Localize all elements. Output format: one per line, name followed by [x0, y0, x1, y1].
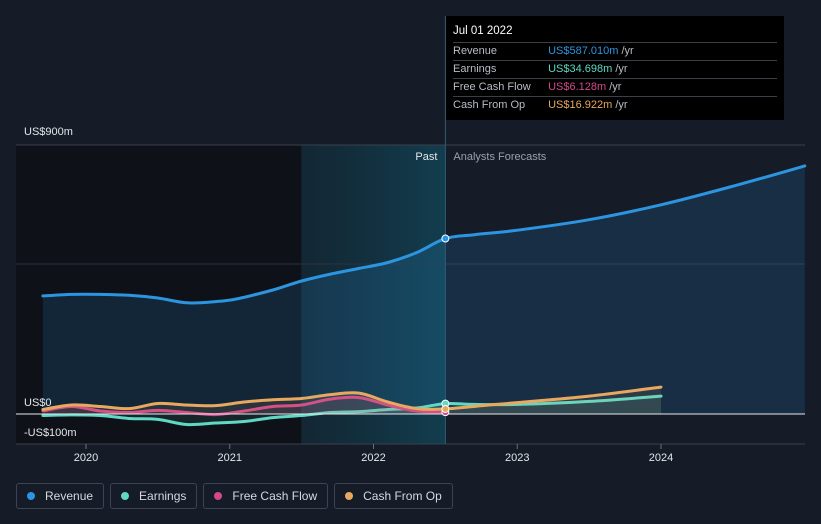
- x-tick-label: 2021: [218, 452, 242, 464]
- legend-dot-icon: [345, 492, 354, 500]
- legend: Revenue Earnings Free Cash Flow Cash Fro…: [16, 483, 453, 511]
- legend-dot-icon: [27, 492, 35, 500]
- legend-item-free-cash-flow[interactable]: Free Cash Flow: [203, 483, 329, 509]
- free-cash-flow-line: [41, 395, 447, 417]
- revenue-line: [41, 164, 807, 305]
- cash-from-op-marker: [441, 404, 450, 413]
- tooltip-unit: /yr: [615, 63, 628, 75]
- tooltip-unit: /yr: [609, 81, 622, 93]
- revenue-marker: [441, 234, 450, 243]
- tooltip-unit: /yr: [621, 45, 634, 57]
- legend-label: Cash From Op: [363, 489, 442, 503]
- legend-label: Free Cash Flow: [232, 489, 318, 503]
- tooltip-row-revenue: Revenue US$587.010m /yr: [453, 42, 777, 60]
- tooltip-label: Earnings: [453, 63, 497, 75]
- tooltip: Jul 01 2022 Revenue US$587.010m /yr Earn…: [446, 16, 784, 120]
- earnings-area: [42, 396, 661, 425]
- legend-label: Revenue: [45, 489, 94, 503]
- tooltip-date: Jul 01 2022: [453, 25, 513, 37]
- tooltip-label: Cash From Op: [453, 99, 526, 111]
- cash-from-op-line: [41, 385, 663, 411]
- tooltip-value: US$34.698m: [548, 63, 613, 75]
- legend-dot-icon: [121, 492, 130, 500]
- tooltip-value: US$587.010m: [548, 45, 619, 57]
- legend-item-revenue[interactable]: Revenue: [16, 483, 105, 509]
- forecast-label: Analysts Forecasts: [453, 151, 546, 163]
- past-label: Past: [415, 151, 437, 163]
- tooltip-value: US$16.922m: [548, 99, 613, 111]
- x-tick-label: 2022: [361, 452, 385, 464]
- legend-label: Earnings: [139, 489, 187, 503]
- tooltip-label: Free Cash Flow: [453, 81, 531, 93]
- revenue-area: [42, 165, 805, 414]
- tooltip-unit: /yr: [615, 99, 628, 111]
- x-tick-label: 2024: [649, 452, 673, 464]
- x-tick-label: 2020: [74, 452, 98, 464]
- legend-dot-icon: [214, 492, 223, 500]
- y-label-bottom: -US$100m: [24, 427, 77, 439]
- y-label-top: US$900m: [24, 126, 73, 138]
- earnings-line: [41, 394, 663, 427]
- cash-from-op-area: [42, 387, 661, 414]
- x-tick-label: 2023: [505, 452, 529, 464]
- free-cash-flow-area: [42, 397, 446, 415]
- tooltip-row-cash-from-op: Cash From Op US$16.922m /yr: [453, 96, 777, 114]
- legend-item-earnings[interactable]: Earnings: [110, 483, 198, 509]
- tooltip-row-free-cash-flow: Free Cash Flow US$6.128m /yr: [453, 78, 777, 96]
- tooltip-row-earnings: Earnings US$34.698m /yr: [453, 60, 777, 78]
- tooltip-label: Revenue: [453, 45, 498, 57]
- y-label-zero: US$0: [24, 397, 52, 409]
- legend-item-cash-from-op[interactable]: Cash From Op: [334, 483, 453, 509]
- tooltip-value: US$6.128m: [548, 81, 607, 93]
